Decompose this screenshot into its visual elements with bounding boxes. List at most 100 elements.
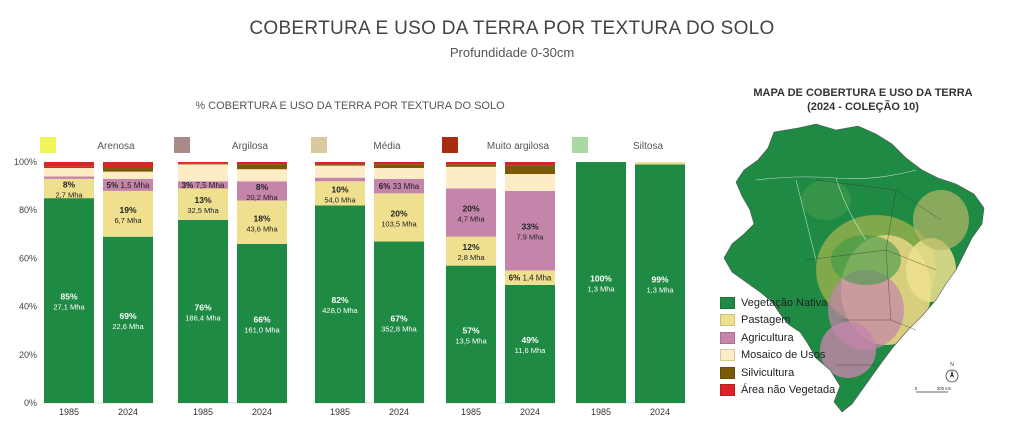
data-label-area: 103,5 Mha: [381, 219, 417, 228]
bar-segment-mosaico: [505, 174, 555, 191]
data-label-pct: 57%: [462, 325, 479, 335]
map-legend-item: Pastagem: [720, 312, 835, 330]
map-legend-label: Vegetação Nativa: [741, 296, 828, 309]
y-tick-label: 100%: [14, 157, 37, 167]
legend-swatch-3: [442, 137, 458, 153]
bar-segment-nao_vegetada: [44, 162, 94, 167]
legend-swatch-1: [174, 137, 190, 153]
data-label-pct: 85%: [60, 292, 77, 302]
bar-segment-agricultura: [237, 181, 287, 201]
data-label-pct: 82%: [331, 295, 348, 305]
map-legend-label: Agricultura: [741, 331, 794, 344]
data-label-pct: 13%: [194, 195, 211, 205]
bar-segment-vegetacao_nativa: [446, 265, 496, 403]
x-tick-label: 2024: [118, 407, 138, 417]
bar-segment-vegetacao_nativa: [178, 219, 228, 403]
bar-segment-pastagem: [178, 188, 228, 220]
y-tick-label: 0%: [24, 398, 37, 408]
x-tick-label: 1985: [591, 407, 611, 417]
bar-segment-agricultura: [44, 176, 94, 179]
data-label-area: 4,7 Mha: [457, 215, 485, 224]
data-label-area: 54,0 Mha: [324, 195, 356, 204]
bar-segment-silvicultura: [237, 164, 287, 170]
north-label: N: [950, 362, 954, 368]
map-legend-swatch: [720, 331, 735, 344]
x-tick-label: 1985: [193, 407, 213, 417]
legend-swatch-2: [311, 137, 327, 153]
bar-segment-silvicultura: [44, 166, 94, 169]
data-label-area: 186,4 Mha: [185, 313, 221, 322]
map-legend-label: Mosaico de Usos: [741, 349, 826, 362]
map-legend-label: Pastagem: [741, 314, 791, 327]
legend-label-2: Média: [373, 141, 401, 152]
map-legend-item: Vegetação Nativa: [720, 294, 835, 312]
page-title: COBERTURA E USO DA TERRA POR TEXTURA DO …: [249, 18, 775, 39]
map-legend: Vegetação Nativa Pastagem Agricultura Mosai…: [720, 294, 835, 399]
bar-segment-pastagem: [505, 270, 555, 285]
data-label-area: 32,5 Mha: [187, 206, 219, 215]
bar-segment-pastagem: [237, 200, 287, 244]
y-tick-label: 60%: [19, 253, 37, 263]
data-label-area: 43,6 Mha: [246, 224, 278, 233]
north-arrow-icon: N: [945, 362, 959, 383]
map-legend-label: Silvicultura: [741, 366, 795, 379]
bar-segment-silvicultura: [505, 165, 555, 175]
bar-segment-silvicultura: [103, 168, 153, 172]
bar-segment-nao_vegetada: [103, 162, 153, 169]
y-tick-label: 80%: [19, 205, 37, 215]
data-label-pct: 10%: [331, 184, 348, 194]
data-label-area: 7,9 Mha: [516, 233, 544, 242]
bar-segment-agricultura: [505, 190, 555, 271]
map-title: MAPA DE COBERTURA E USO DA TERRA (2024 -…: [722, 86, 1004, 114]
data-label: 6% 33 Mha: [379, 182, 420, 191]
x-tick-label: 2024: [520, 407, 540, 417]
data-label-pct: 18%: [253, 213, 270, 223]
data-label-area: 20,2 Mha: [246, 193, 278, 202]
scale-end-label: 300 km: [937, 386, 952, 391]
x-tick-label: 2024: [252, 407, 272, 417]
bar-segment-nao_vegetada: [446, 162, 496, 165]
data-label-pct: 8%: [63, 180, 76, 190]
legend-label-1: Argilosa: [232, 141, 269, 152]
map-legend-label: Área não Vegetada: [741, 384, 836, 397]
map-legend-item: Agricultura: [720, 329, 835, 347]
data-label-area: 161,0 Mha: [244, 325, 280, 334]
data-label-area: 11,6 Mha: [515, 346, 547, 355]
data-label-area: 1,3 Mha: [587, 285, 615, 294]
data-label-pct: 69%: [119, 311, 136, 321]
map-title-line1: MAPA DE COBERTURA E USO DA TERRA: [753, 87, 973, 99]
map-legend-swatch: [720, 314, 735, 327]
data-label-area: 1,3 Mha: [646, 286, 674, 295]
data-label-pct: 76%: [194, 302, 211, 312]
scale-start-label: 0: [915, 386, 918, 391]
x-tick-label: 2024: [650, 407, 670, 417]
data-label-area: 428,0 Mha: [322, 306, 358, 315]
data-label-area: 27,1 Mha: [53, 303, 85, 312]
data-label-pct: 12%: [462, 242, 479, 252]
chart-title: % COBERTURA E USO DA TERRA POR TEXTURA D…: [195, 100, 505, 112]
bar-segment-mosaico: [178, 164, 228, 182]
bar-segment-mosaico: [446, 166, 496, 189]
data-label: 3% 7,5 Mha: [182, 181, 225, 190]
data-label-pct: 19%: [119, 205, 136, 215]
bar-segment-vegetacao_nativa: [635, 164, 685, 403]
bar-segment-mosaico: [374, 168, 424, 179]
bar-segment-silvicultura: [178, 163, 228, 165]
bar-segment-pastagem: [44, 178, 94, 199]
bar-segment-vegetacao_nativa: [44, 198, 94, 403]
legend-label-3: Muito argilosa: [487, 141, 550, 152]
bar-segment-silvicultura: [374, 164, 424, 169]
bar-segment-pastagem: [103, 190, 153, 237]
y-tick-label: 40%: [19, 302, 37, 312]
data-label-pct: 99%: [651, 275, 668, 285]
bar-segment-agricultura: [446, 188, 496, 237]
legend-swatch-0: [40, 137, 56, 153]
bar-segment-silvicultura: [446, 164, 496, 167]
bar-segment-vegetacao_nativa: [315, 205, 365, 403]
data-label-area: 22,6 Mha: [112, 322, 144, 331]
map-legend-item: Silvicultura: [720, 364, 835, 382]
data-label-area: 13,5 Mha: [455, 336, 487, 345]
data-label-area: 2,7 Mha: [55, 191, 83, 200]
y-tick-label: 20%: [19, 350, 37, 360]
